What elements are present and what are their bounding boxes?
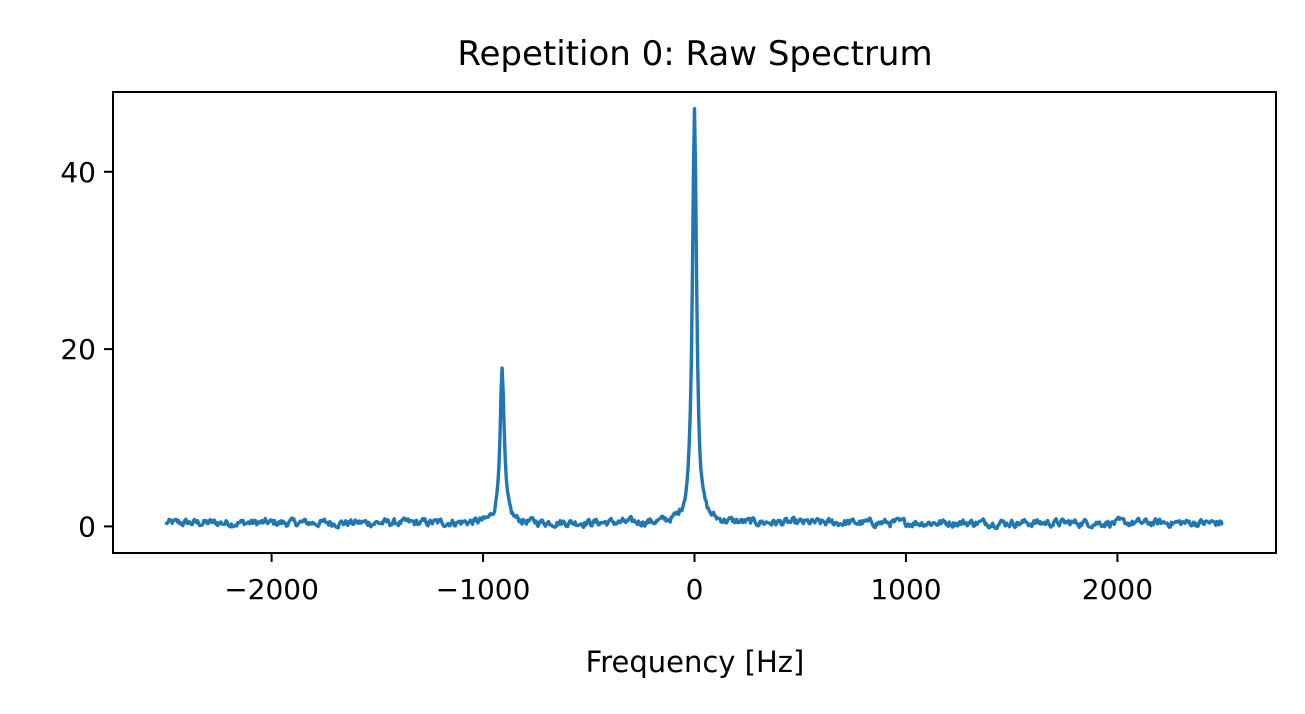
x-tick-label: −2000 (224, 573, 319, 606)
x-tick-label: −1000 (436, 573, 531, 606)
y-tick-label: 0 (78, 510, 96, 543)
y-tick-label: 40 (60, 156, 96, 189)
chart-title: Repetition 0: Raw Spectrum (457, 34, 932, 74)
x-tick-label: 1000 (870, 573, 941, 606)
x-axis: −2000 −1000 0 1000 2000 (224, 553, 1153, 606)
spectrum-series-line (164, 107, 1224, 531)
x-tick-label: 0 (686, 573, 704, 606)
y-tick-label: 20 (60, 333, 96, 366)
y-axis: 0 20 40 (60, 156, 113, 543)
plot-area (112, 91, 1277, 554)
series-group (164, 107, 1224, 531)
x-tick-label: 2000 (1082, 573, 1153, 606)
x-axis-title: Frequency [Hz] (586, 645, 805, 679)
